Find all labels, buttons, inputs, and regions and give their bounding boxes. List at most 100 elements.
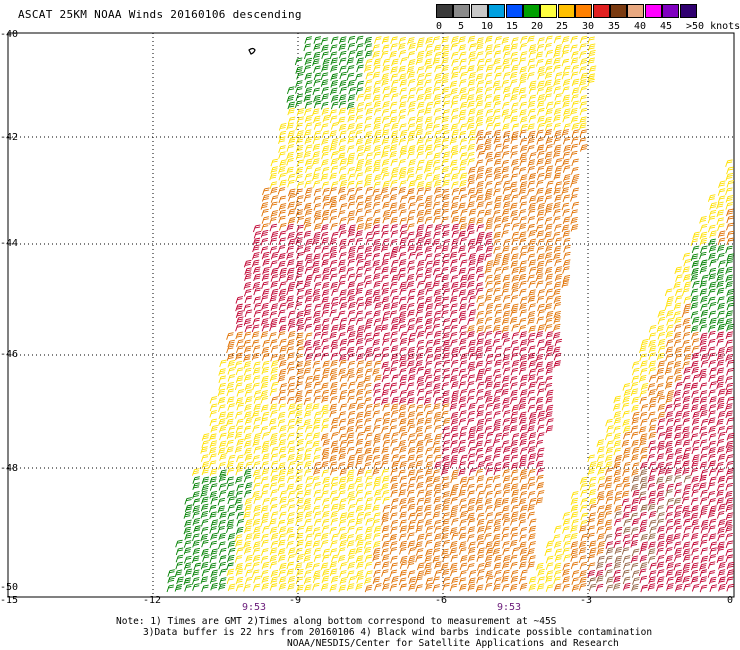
wind-barb <box>303 43 311 52</box>
wind-barb <box>382 180 390 189</box>
wind-barb <box>459 180 467 188</box>
wind-barb <box>286 526 294 535</box>
wind-barb <box>536 59 544 67</box>
wind-barb <box>450 51 459 60</box>
wind-barb <box>288 136 296 145</box>
wind-barb <box>510 158 519 167</box>
wind-barb <box>561 280 570 288</box>
wind-barb <box>321 338 329 346</box>
wind-barb <box>262 187 270 196</box>
wind-barb <box>519 251 527 260</box>
wind-barb <box>339 130 347 139</box>
wind-barb <box>485 109 493 117</box>
wind-barb <box>347 136 355 144</box>
wind-barb <box>416 93 424 102</box>
wind-barb <box>287 281 296 290</box>
wind-barb <box>278 130 287 139</box>
wind-barb <box>251 259 260 268</box>
wind-barb <box>391 396 399 405</box>
wind-barb <box>673 474 682 483</box>
wind-barb <box>450 115 459 123</box>
wind-barb <box>450 396 459 404</box>
wind-barb <box>553 352 562 361</box>
wind-barb <box>442 426 450 434</box>
wind-barb <box>682 562 691 571</box>
wind-barb <box>192 498 201 506</box>
wind-barb <box>510 496 519 505</box>
wind-barb <box>416 375 425 384</box>
wind-barb <box>355 518 363 526</box>
wind-barb <box>338 483 347 491</box>
wind-barb <box>502 186 511 195</box>
wind-barb <box>476 381 485 390</box>
wind-barb <box>638 426 647 434</box>
wind-barb <box>519 195 528 203</box>
wind-barb <box>690 569 699 578</box>
wind-barb <box>442 173 451 181</box>
wind-barb <box>425 224 433 232</box>
wind-barb <box>321 554 330 563</box>
wind-barb <box>700 295 708 304</box>
wind-barb <box>382 86 390 94</box>
wind-barb <box>347 295 356 303</box>
wind-barb <box>553 57 561 66</box>
wind-barb <box>571 65 579 73</box>
wind-barb <box>303 453 312 462</box>
wind-barb <box>510 469 519 477</box>
wind-barb <box>398 577 407 586</box>
wind-barb <box>269 526 278 535</box>
wind-barb <box>614 532 622 541</box>
wind-barb <box>201 496 209 505</box>
wind-barb <box>502 281 510 290</box>
wind-barb <box>244 497 253 506</box>
wind-barb <box>510 51 518 60</box>
scale-label: 40 <box>634 21 647 32</box>
wind-barb <box>510 260 519 269</box>
wind-barb <box>690 512 699 521</box>
wind-barb <box>389 86 398 95</box>
wind-barb <box>278 368 287 377</box>
wind-barb <box>441 274 449 282</box>
scale-swatch <box>436 4 453 18</box>
wind-barb <box>647 383 656 391</box>
wind-barb <box>708 245 717 253</box>
wind-barb <box>278 274 287 282</box>
wind-barb <box>235 476 243 484</box>
wind-barb <box>493 381 501 390</box>
wind-barb <box>381 274 389 283</box>
wind-barb <box>415 57 424 65</box>
wind-barb <box>527 317 535 326</box>
wind-barb <box>562 237 571 246</box>
wind-barb <box>493 424 501 433</box>
wind-barb <box>295 461 304 470</box>
wind-barb <box>450 339 458 347</box>
wind-barb <box>614 490 623 499</box>
wind-barb <box>527 482 536 490</box>
wind-barb <box>622 576 631 585</box>
wind-barb <box>296 288 305 296</box>
wind-barb <box>398 425 407 434</box>
wind-barb <box>243 540 251 549</box>
wind-barb <box>399 217 407 225</box>
wind-barb <box>295 209 304 217</box>
wind-barb <box>287 101 295 110</box>
wind-barb <box>313 381 321 390</box>
wind-barb <box>407 411 416 419</box>
wind-barb <box>699 288 708 297</box>
wind-barb <box>338 123 347 132</box>
wind-barb <box>527 561 535 570</box>
wind-barb <box>459 172 468 181</box>
wind-barb <box>493 129 501 138</box>
wind-barb <box>493 50 502 59</box>
wind-barb <box>614 526 623 535</box>
wind-barb <box>511 123 520 132</box>
wind-barb <box>476 194 484 203</box>
wind-barb <box>312 440 320 449</box>
wind-barb <box>382 93 390 102</box>
wind-barb <box>261 431 270 440</box>
wind-barb <box>244 273 252 281</box>
wind-barb <box>476 295 484 303</box>
wind-barb <box>355 130 363 138</box>
wind-barb <box>725 497 734 506</box>
wind-barb <box>364 130 373 139</box>
